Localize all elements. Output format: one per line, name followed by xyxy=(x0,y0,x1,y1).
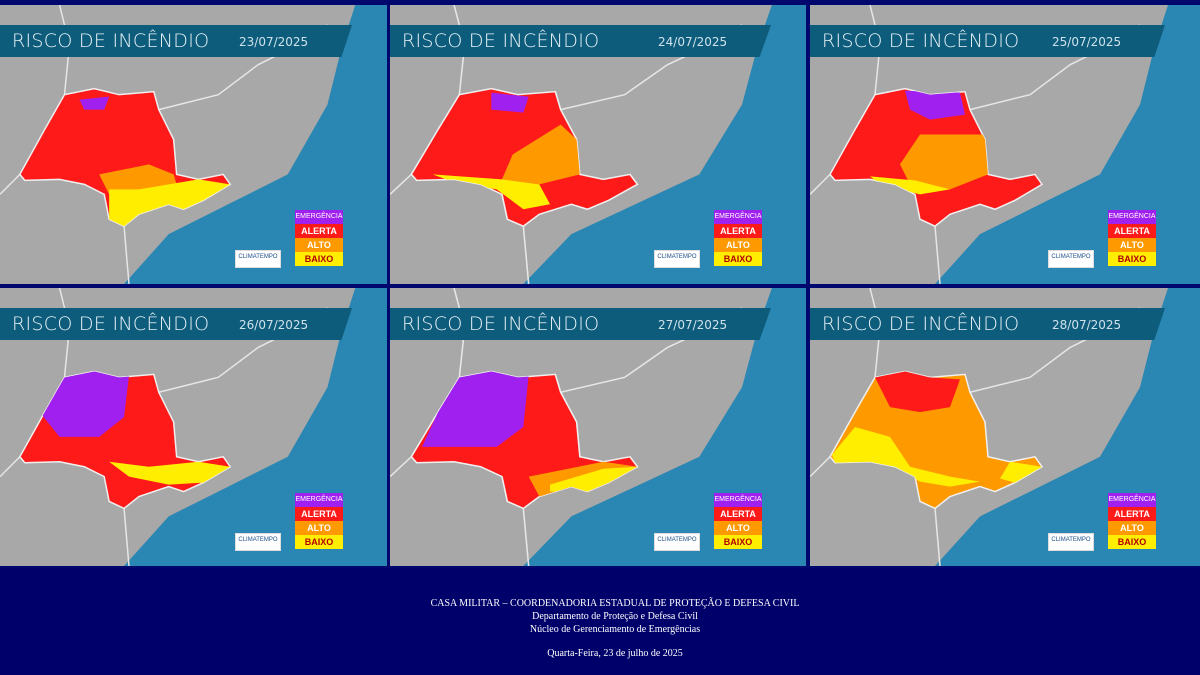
map-date: 23/07/2025 xyxy=(239,35,309,49)
title-bar: RISCO DE INCÊNDIO 24/07/2025 xyxy=(390,25,771,57)
legend-alerta: ALERTA xyxy=(1108,224,1156,238)
legend-baixo: BAIXO xyxy=(1108,252,1156,266)
map-title: RISCO DE INCÊNDIO xyxy=(12,313,210,335)
fire-risk-map-2: RISCO DE INCÊNDIO 24/07/2025 EMERGÊNCIA ALE… xyxy=(390,5,806,284)
climatempo-logo: CLIMATEMPO xyxy=(654,533,700,551)
map-date: 28/07/2025 xyxy=(1052,318,1122,332)
risk-legend: EMERGÊNCIA ALERTA ALTO BAIXO xyxy=(1108,210,1156,266)
fire-risk-map-4: RISCO DE INCÊNDIO 26/07/2025 EMERGÊNCIA ALE… xyxy=(0,288,387,566)
climatempo-logo: CLIMATEMPO xyxy=(235,250,281,268)
fire-risk-map-6: RISCO DE INCÊNDIO 28/07/2025 EMERGÊNCIA ALE… xyxy=(810,288,1200,566)
legend-alerta: ALERTA xyxy=(295,507,343,521)
title-bar: RISCO DE INCÊNDIO 23/07/2025 xyxy=(0,25,352,57)
map-title: RISCO DE INCÊNDIO xyxy=(12,30,210,52)
risk-legend: EMERGÊNCIA ALERTA ALTO BAIXO xyxy=(295,493,343,549)
legend-baixo: BAIXO xyxy=(714,535,762,549)
risk-zone xyxy=(870,176,950,195)
risk-zone xyxy=(875,371,960,413)
title-bar: RISCO DE INCÊNDIO 26/07/2025 xyxy=(0,308,352,340)
legend-alerta: ALERTA xyxy=(1108,507,1156,521)
map-title: RISCO DE INCÊNDIO xyxy=(402,313,600,335)
map-title: RISCO DE INCÊNDIO xyxy=(822,313,1020,335)
risk-zone xyxy=(109,179,231,227)
risk-zone xyxy=(39,371,129,437)
legend-baixo: BAIXO xyxy=(714,252,762,266)
legend-emergncia: EMERGÊNCIA xyxy=(295,493,343,507)
footer-department: Departamento de Proteção e Defesa Civil xyxy=(532,611,698,622)
map-date: 27/07/2025 xyxy=(658,318,728,332)
legend-alto: ALTO xyxy=(1108,521,1156,535)
risk-zone xyxy=(491,92,529,113)
risk-zone xyxy=(550,466,638,492)
risk-zone xyxy=(109,461,231,485)
legend-baixo: BAIXO xyxy=(1108,535,1156,549)
title-bar: RISCO DE INCÊNDIO 25/07/2025 xyxy=(810,25,1165,57)
legend-emergncia: EMERGÊNCIA xyxy=(295,210,343,224)
state-border xyxy=(0,173,21,195)
map-title: RISCO DE INCÊNDIO xyxy=(822,30,1020,52)
climatempo-logo: CLIMATEMPO xyxy=(1048,533,1094,551)
legend-emergncia: EMERGÊNCIA xyxy=(714,493,762,507)
state-border xyxy=(390,173,412,195)
legend-alto: ALTO xyxy=(714,238,762,252)
legend-alto: ALTO xyxy=(295,238,343,252)
risk-legend: EMERGÊNCIA ALERTA ALTO BAIXO xyxy=(295,210,343,266)
title-bar: RISCO DE INCÊNDIO 28/07/2025 xyxy=(810,308,1165,340)
risk-legend: EMERGÊNCIA ALERTA ALTO BAIXO xyxy=(714,493,762,549)
state-border xyxy=(810,456,831,478)
fire-risk-map-1: RISCO DE INCÊNDIO 23/07/2025 EMERGÊNCIA ALE… xyxy=(0,5,387,284)
state-border xyxy=(522,508,530,566)
footer-date: Quarta-Feira, 23 de julho de 2025 xyxy=(547,648,683,659)
map-date: 26/07/2025 xyxy=(239,318,309,332)
risk-legend: EMERGÊNCIA ALERTA ALTO BAIXO xyxy=(714,210,762,266)
state-border xyxy=(934,226,941,284)
legend-alerta: ALERTA xyxy=(714,507,762,521)
map-date: 25/07/2025 xyxy=(1052,35,1122,49)
legend-alerta: ALERTA xyxy=(714,224,762,238)
footer: CASA MILITAR – COORDENADORIA ESTADUAL DE… xyxy=(0,568,1200,675)
state-border xyxy=(123,508,130,566)
state-border xyxy=(934,508,941,566)
climatempo-logo: CLIMATEMPO xyxy=(1048,250,1094,268)
climatempo-logo: CLIMATEMPO xyxy=(654,250,700,268)
footer-org: CASA MILITAR – COORDENADORIA ESTADUAL DE… xyxy=(430,598,800,609)
legend-emergncia: EMERGÊNCIA xyxy=(1108,493,1156,507)
state-border xyxy=(390,456,412,478)
legend-baixo: BAIXO xyxy=(295,252,343,266)
legend-alto: ALTO xyxy=(295,521,343,535)
risk-zone xyxy=(79,96,110,110)
climatempo-logo: CLIMATEMPO xyxy=(235,533,281,551)
risk-legend: EMERGÊNCIA ALERTA ALTO BAIXO xyxy=(1108,493,1156,549)
state-border xyxy=(810,173,831,195)
risk-zone xyxy=(905,90,965,120)
map-title: RISCO DE INCÊNDIO xyxy=(402,30,600,52)
state-border xyxy=(0,456,21,478)
map-date: 24/07/2025 xyxy=(658,35,728,49)
risk-zone xyxy=(502,124,580,185)
legend-emergncia: EMERGÊNCIA xyxy=(1108,210,1156,224)
risk-zone xyxy=(832,427,980,487)
state-border xyxy=(123,226,130,284)
legend-baixo: BAIXO xyxy=(295,535,343,549)
risk-zone xyxy=(1000,461,1042,483)
state-border xyxy=(522,226,530,284)
risk-zone xyxy=(900,134,988,190)
sao-paulo-state xyxy=(829,370,1044,510)
legend-alto: ALTO xyxy=(1108,238,1156,252)
legend-alerta: ALERTA xyxy=(295,224,343,238)
fire-risk-map-5: RISCO DE INCÊNDIO 27/07/2025 EMERGÊNCIA ALE… xyxy=(390,288,806,566)
footer-nucleus: Núcleo de Gerenciamento de Emergências xyxy=(529,624,701,635)
legend-alto: ALTO xyxy=(714,521,762,535)
fire-risk-map-3: RISCO DE INCÊNDIO 25/07/2025 EMERGÊNCIA ALE… xyxy=(810,5,1200,284)
risk-zone xyxy=(422,371,529,447)
legend-emergncia: EMERGÊNCIA xyxy=(714,210,762,224)
title-bar: RISCO DE INCÊNDIO 27/07/2025 xyxy=(390,308,771,340)
